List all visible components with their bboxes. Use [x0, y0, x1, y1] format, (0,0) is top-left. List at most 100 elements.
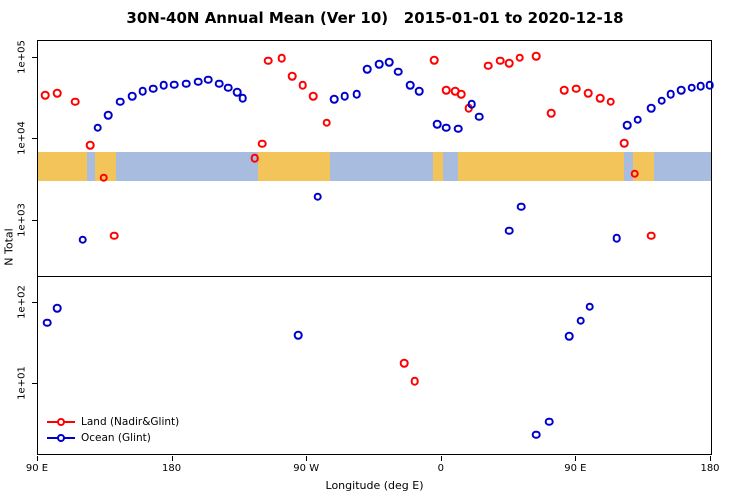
y-tick-label: 1e+02 — [16, 284, 28, 319]
ocean-data-point — [585, 302, 595, 312]
ocean-data-point — [696, 81, 705, 91]
x-axis-title: Longitude (deg E) — [325, 479, 424, 492]
x-tick-label: 90 E — [25, 463, 49, 474]
ocean-data-point — [564, 331, 574, 341]
ocean-data-point — [193, 77, 203, 87]
legend-marker-icon — [57, 434, 65, 442]
x-tick — [440, 456, 442, 461]
land-data-point — [515, 53, 524, 63]
ocean-data-point — [340, 91, 349, 101]
ocean-data-point — [504, 226, 514, 236]
legend-symbol — [47, 417, 75, 428]
ocean-data-point — [238, 93, 248, 103]
chart-title: 30N-40N Annual Mean (Ver 10) 2015-01-01 … — [126, 9, 624, 27]
ocean-data-point — [223, 83, 233, 93]
y-tick-label: 1e+01 — [16, 366, 28, 401]
ocean-data-point — [138, 86, 147, 96]
land-data-point — [456, 89, 466, 99]
land-data-point — [619, 138, 629, 148]
land-data-point — [99, 173, 109, 183]
y-tick — [32, 56, 37, 58]
x-tick — [710, 456, 711, 461]
land-data-point — [109, 231, 119, 241]
ocean-data-point — [622, 120, 632, 130]
y-tick-label: 1e+03 — [16, 203, 28, 237]
land-data-point — [441, 86, 451, 95]
ocean-data-point — [545, 417, 554, 426]
legend: Land (Nadir&Glint) Ocean (Glint) — [47, 414, 179, 446]
map-band-ocean — [624, 152, 634, 181]
land-data-point — [400, 359, 409, 368]
map-band-ocean — [329, 152, 433, 181]
plot-area: Land (Nadir&Glint) Ocean (Glint) — [37, 40, 714, 455]
y-tick-label: 1e+05 — [16, 40, 28, 74]
ocean-data-point — [705, 81, 714, 90]
map-band-ocean — [87, 152, 95, 181]
land-data-point — [287, 71, 297, 81]
land-data-point — [504, 58, 514, 68]
land-data-point — [298, 81, 307, 90]
land-data-point — [308, 91, 318, 101]
y-tick — [32, 220, 37, 222]
ocean-data-point — [232, 87, 242, 97]
land-data-point — [86, 140, 95, 150]
land-data-point — [410, 376, 420, 386]
y-tick-label: 1e+04 — [16, 121, 28, 156]
y-tick — [32, 301, 37, 303]
ocean-data-point — [148, 84, 158, 93]
ocean-data-point — [352, 89, 361, 99]
y-axis-title: N Total — [2, 228, 16, 266]
land-data-point — [264, 56, 273, 66]
ocean-data-point — [453, 124, 463, 134]
ocean-data-point — [313, 192, 322, 201]
legend-item: Land (Nadir&Glint) — [47, 414, 179, 430]
land-data-point — [258, 139, 267, 148]
ocean-data-point — [646, 104, 656, 113]
ocean-data-point — [53, 304, 62, 313]
ocean-data-point — [374, 60, 384, 69]
land-data-point — [41, 90, 50, 100]
ocean-data-point — [516, 202, 526, 212]
map-band-ocean — [115, 152, 258, 181]
x-tick-label: 0 — [437, 463, 444, 474]
ocean-data-point — [433, 119, 442, 129]
ocean-data-point — [214, 79, 224, 89]
ocean-data-point — [127, 91, 137, 101]
x-tick-label: 180 — [700, 463, 720, 474]
ocean-data-point — [362, 64, 372, 74]
x-tick — [306, 456, 308, 461]
map-band-ocean — [654, 152, 711, 181]
y-tick — [32, 138, 37, 140]
legend-item: Ocean (Glint) — [47, 430, 179, 446]
land-data-point — [630, 169, 640, 179]
land-data-point — [531, 51, 541, 61]
land-data-point — [560, 86, 569, 95]
ocean-data-point — [293, 330, 303, 340]
ocean-data-point — [415, 86, 424, 96]
land-data-point — [646, 231, 656, 241]
ocean-data-point — [576, 316, 586, 326]
map-band-land — [432, 152, 444, 181]
ocean-data-point — [42, 318, 52, 327]
ocean-data-point — [159, 81, 168, 90]
ocean-data-point — [531, 430, 541, 440]
legend-marker-icon — [57, 418, 65, 426]
ocean-data-point — [657, 96, 666, 105]
legend-symbol — [47, 433, 75, 444]
map-band-land — [257, 152, 330, 181]
x-tick-label: 180 — [162, 463, 182, 474]
land-data-point — [596, 93, 605, 103]
ocean-data-point — [467, 99, 476, 109]
ocean-data-point — [329, 95, 339, 104]
map-band-land — [458, 152, 625, 181]
ocean-data-point — [169, 80, 179, 89]
ocean-data-point — [93, 123, 103, 132]
map-band-land — [38, 152, 88, 181]
ocean-data-point — [204, 75, 213, 85]
land-data-point — [606, 97, 616, 107]
land-data-point — [322, 118, 331, 128]
ocean-data-point — [394, 67, 403, 76]
ocean-data-point — [406, 81, 415, 90]
map-band-ocean — [443, 152, 459, 181]
land-data-point — [495, 56, 505, 66]
